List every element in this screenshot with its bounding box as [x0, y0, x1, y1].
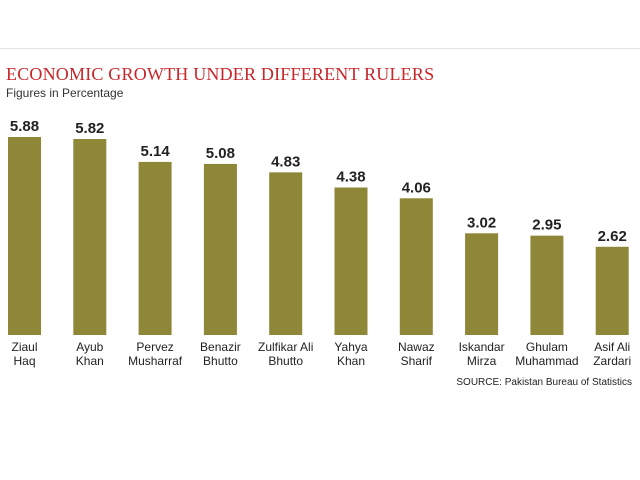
bar-9	[595, 246, 629, 335]
category-label-5-line-0: Yahya	[334, 340, 367, 354]
category-label-8-line-1: Muhammad	[515, 354, 578, 368]
top-divider	[0, 48, 640, 49]
bar-3	[203, 163, 237, 335]
value-label-9: 2.62	[598, 228, 627, 245]
source-note: SOURCE: Pakistan Bureau of Statistics	[456, 377, 632, 388]
bar-0	[8, 137, 41, 335]
category-label-3-line-1: Bhutto	[203, 354, 238, 368]
bar-2	[138, 161, 172, 335]
chart-title: ECONOMIC GROWTH UNDER DIFFERENT RULERS	[6, 64, 435, 84]
bar-1	[73, 139, 107, 335]
bar-4	[269, 172, 303, 335]
bar-8	[530, 235, 564, 335]
value-label-8: 2.95	[532, 217, 561, 234]
value-label-6: 4.06	[402, 179, 431, 196]
category-label-7-line-0: Iskandar	[459, 340, 505, 354]
category-label-0-line-0: Ziaul	[11, 340, 37, 354]
category-label-1-line-1: Khan	[76, 354, 104, 368]
value-label-2: 5.14	[140, 143, 170, 160]
category-label-8-line-0: Ghulam	[526, 340, 568, 354]
category-label-3-line-0: Benazir	[200, 340, 241, 354]
category-label-5-line-1: Khan	[337, 354, 365, 368]
category-label-9-line-0: Asif Ali	[594, 340, 630, 354]
bar-7	[465, 233, 499, 335]
category-label-4-line-0: Zulfikar Ali	[258, 340, 313, 354]
category-label-4-line-1: Bhutto	[268, 354, 303, 368]
value-label-5: 4.38	[336, 169, 365, 186]
bar-5	[334, 187, 368, 335]
value-label-7: 3.02	[467, 214, 496, 231]
value-label-1: 5.82	[75, 120, 104, 137]
category-label-0-line-1: Haq	[13, 354, 35, 368]
category-label-9-line-1: Zardari	[593, 354, 631, 368]
category-label-1-line-0: Ayub	[76, 340, 103, 354]
value-label-3: 5.08	[206, 145, 235, 162]
category-label-6-line-1: Sharif	[401, 354, 433, 368]
chart-subtitle: Figures in Percentage	[6, 86, 124, 100]
bar-6	[399, 198, 433, 335]
category-label-2-line-1: Musharraf	[128, 354, 183, 368]
category-label-6-line-0: Nawaz	[398, 340, 435, 354]
category-label-7-line-1: Mirza	[467, 354, 497, 368]
category-label-2-line-0: Pervez	[136, 340, 173, 354]
value-label-0: 5.88	[10, 118, 39, 135]
value-label-4: 4.83	[271, 153, 300, 170]
